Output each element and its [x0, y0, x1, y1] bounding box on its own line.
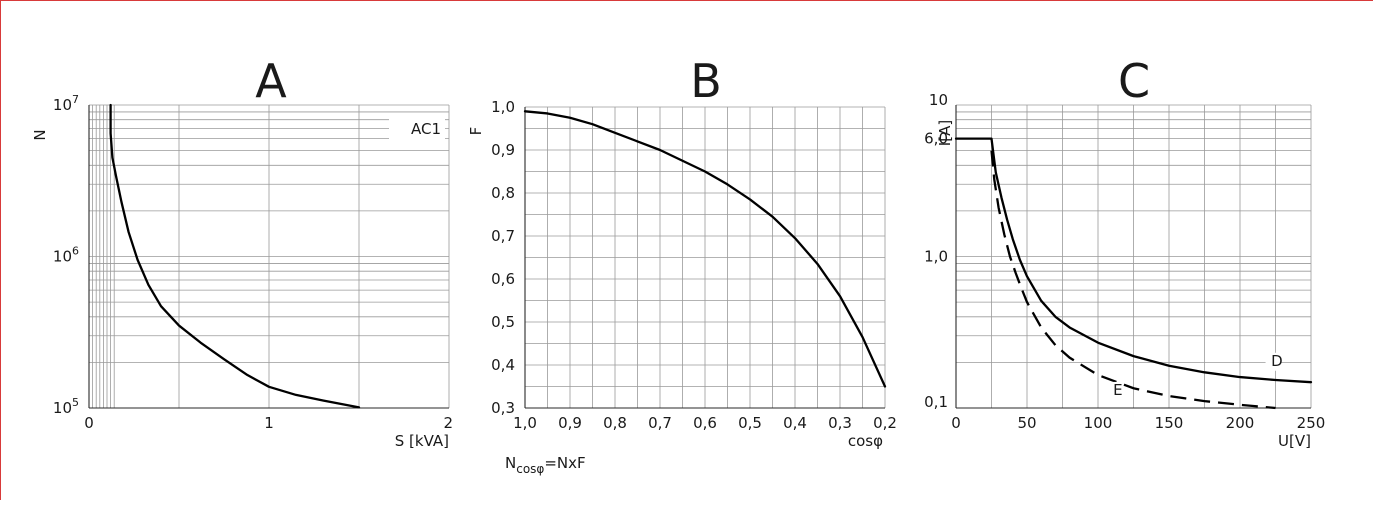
chart-c-curve-d [954, 137, 1313, 384]
chart-a-y-tick-base: 10 [53, 248, 72, 266]
chart-b-y-tick-label: 0,9 [491, 141, 515, 159]
chart-a-title: A [255, 54, 287, 108]
chart-b-curve [523, 110, 887, 388]
chart-a-x-tick-label: 1 [264, 414, 274, 432]
chart-c: C I[A] U[V] 0 50 100 150 200 250 0,1 1,0 6,0 10 D E [924, 54, 1325, 450]
chart-c-series-label-e: E [1113, 381, 1122, 399]
chart-a-y-tick-exp: 5 [72, 396, 79, 409]
chart-a-x-label: S [kVA] [395, 432, 449, 450]
chart-c-x-tick-label: 200 [1226, 414, 1255, 432]
chart-a-y-tick-base: 10 [53, 96, 72, 114]
chart-b-x-tick-label: 0,2 [873, 414, 897, 432]
series-label-backing [1106, 381, 1123, 400]
annotation-backing [389, 119, 445, 139]
chart-b-x-tick-label: 0,6 [693, 414, 717, 432]
chart-b-x-label: cosφ [848, 432, 883, 450]
chart-b-x-tick-label: 0,8 [603, 414, 627, 432]
formula-rest: =NxF [544, 454, 585, 472]
series-label-backing [1265, 352, 1282, 371]
chart-a-x-tick-label: 0 [84, 414, 94, 432]
chart-a-y-tick-label: 107 [53, 93, 79, 114]
chart-a-y-tick-base: 10 [53, 399, 72, 417]
chart-b-x-tick-label: 0,5 [738, 414, 762, 432]
chart-c-x-tick-label: 250 [1297, 414, 1326, 432]
chart-c-series-label-d: D [1271, 352, 1283, 370]
chart-a-annotation: AC1 [411, 120, 441, 138]
chart-b-title: B [690, 54, 722, 108]
chart-a-curve [109, 103, 361, 409]
chart-c-x-tick-label: 150 [1155, 414, 1184, 432]
chart-a-y-tick-label: 105 [53, 396, 79, 417]
chart-c-x-label: U[V] [1278, 432, 1311, 450]
chart-c-y-tick-label: 6,0 [924, 130, 948, 148]
chart-b-y-tick-label: 0,7 [491, 227, 515, 245]
chart-c-y-tick-label: 0,1 [924, 393, 948, 411]
chart-b-y-label: F [467, 127, 485, 136]
chart-b-x-tick-label: 0,9 [558, 414, 582, 432]
chart-c-x-tick-label: 100 [1084, 414, 1113, 432]
chart-a-y-tick-exp: 7 [72, 93, 79, 106]
chart-c-title: C [1118, 54, 1150, 108]
chart-a-y-tick-exp: 6 [72, 245, 79, 258]
chart-b-y-tick-label: 0,6 [491, 270, 515, 288]
chart-c-curve-e [990, 150, 1276, 410]
chart-b-x-tick-label: 1,0 [513, 414, 537, 432]
chart-b-formula: Ncosφ=NxF [505, 454, 586, 476]
chart-b-y-tick-label: 0,5 [491, 313, 515, 331]
chart-b-x-tick-label: 0,4 [783, 414, 807, 432]
chart-a-y-label: N [31, 129, 49, 140]
formula-base: N [505, 454, 516, 472]
chart-c-x-tick-label: 50 [1017, 414, 1036, 432]
chart-c-y-label: I[A] [936, 120, 954, 146]
formula-sub: cosφ [516, 462, 544, 476]
chart-b-y-tick-label: 1,0 [491, 98, 515, 116]
chart-c-y-tick-label: 1,0 [924, 248, 948, 266]
chart-a-y-tick-label: 106 [53, 245, 79, 266]
chart-a-x-tick-label: 2 [443, 414, 453, 432]
chart-b-y-tick-label: 0,8 [491, 184, 515, 202]
chart-b-y-tick-label: 0,4 [491, 356, 515, 374]
chart-c-x-tick-label: 0 [951, 414, 961, 432]
chart-b-x-tick-label: 0,3 [828, 414, 852, 432]
chart-b-x-tick-label: 0,7 [648, 414, 672, 432]
chart-b-y-tick-label: 0,3 [491, 399, 515, 417]
chart-c-y-tick-label: 10 [929, 91, 948, 109]
